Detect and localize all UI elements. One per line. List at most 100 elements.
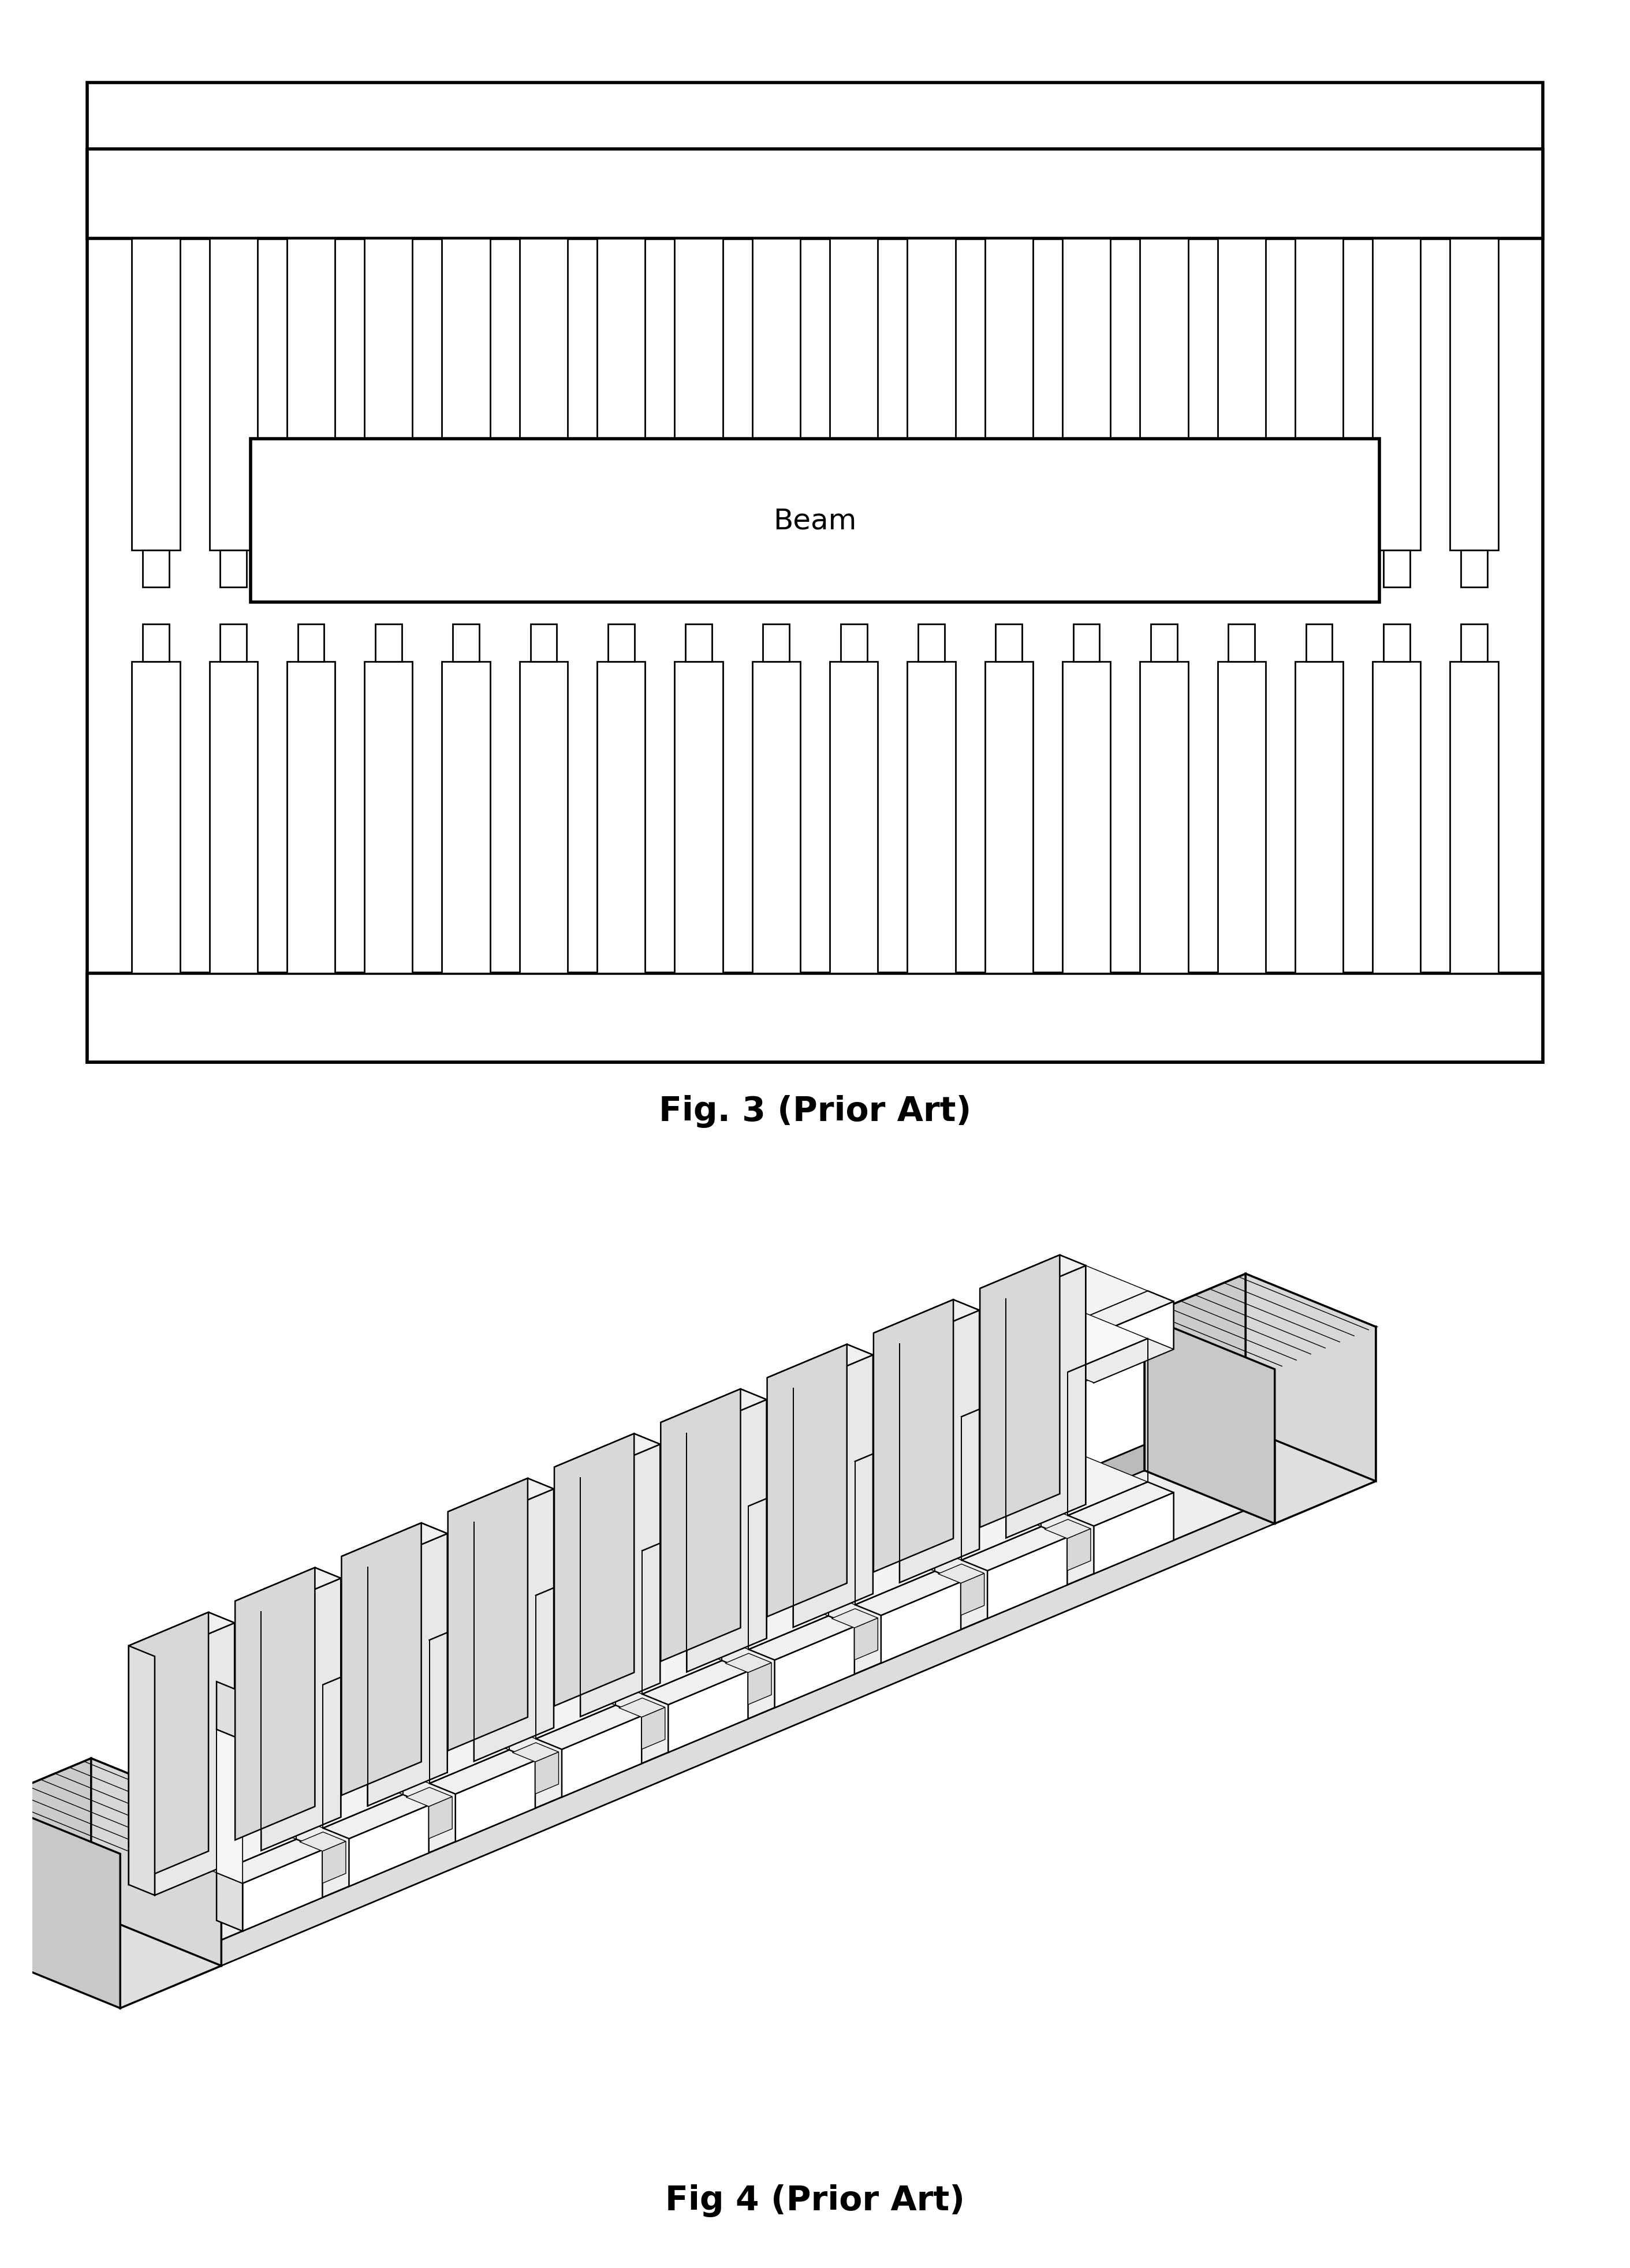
Polygon shape (155, 1814, 297, 1873)
Polygon shape (882, 1390, 960, 1472)
Polygon shape (129, 1647, 155, 1896)
Bar (142, 624, 170, 662)
Polygon shape (562, 1717, 642, 1796)
Bar (1451, 662, 1498, 973)
Bar (841, 551, 867, 587)
Polygon shape (44, 1907, 173, 1987)
Polygon shape (429, 1606, 535, 1651)
Polygon shape (1006, 1456, 1148, 1515)
Polygon shape (455, 1760, 535, 1842)
Polygon shape (1094, 1302, 1174, 1383)
Bar (287, 662, 336, 973)
Polygon shape (856, 1381, 960, 1424)
Polygon shape (1068, 1338, 1174, 1383)
Polygon shape (554, 1433, 660, 1479)
Bar (142, 551, 170, 587)
Polygon shape (406, 1787, 452, 1808)
Polygon shape (243, 1658, 323, 1740)
Polygon shape (1045, 1349, 1090, 1370)
Polygon shape (448, 1479, 554, 1522)
Bar (1063, 238, 1110, 551)
Polygon shape (962, 1336, 1068, 1379)
Bar (830, 662, 879, 973)
Polygon shape (367, 1533, 509, 1592)
Text: Fig 4 (Prior Art): Fig 4 (Prior Art) (665, 2184, 965, 2216)
Polygon shape (768, 1535, 874, 1581)
Bar (88, 150, 1542, 238)
Bar (1294, 662, 1343, 973)
Polygon shape (342, 1524, 421, 1796)
Polygon shape (448, 1669, 554, 1715)
Polygon shape (91, 1758, 222, 1966)
Polygon shape (874, 1490, 980, 1535)
Polygon shape (0, 1758, 91, 1955)
Polygon shape (1144, 1315, 1275, 1524)
Bar (287, 238, 336, 551)
Bar (1229, 551, 1255, 587)
Polygon shape (900, 1311, 1042, 1370)
Polygon shape (794, 1356, 874, 1628)
Bar (1151, 624, 1177, 662)
Polygon shape (882, 1583, 960, 1662)
Bar (530, 551, 557, 587)
Polygon shape (642, 1538, 665, 1567)
Polygon shape (129, 1613, 235, 1656)
Polygon shape (1068, 1481, 1174, 1526)
Bar (686, 624, 712, 662)
Polygon shape (349, 1805, 429, 1887)
Polygon shape (129, 1613, 235, 1656)
Polygon shape (856, 1429, 960, 1472)
Polygon shape (261, 1769, 403, 1828)
Polygon shape (261, 1626, 403, 1685)
Polygon shape (300, 1833, 346, 1851)
Bar (1073, 551, 1100, 587)
Polygon shape (235, 1567, 341, 1613)
Polygon shape (937, 1395, 985, 1413)
Polygon shape (342, 1715, 447, 1758)
Bar (985, 662, 1033, 973)
Bar (597, 662, 645, 973)
Polygon shape (960, 1404, 985, 1433)
Bar (763, 624, 789, 662)
Polygon shape (962, 1383, 1068, 1427)
Bar (908, 238, 955, 551)
Polygon shape (367, 1581, 509, 1640)
Polygon shape (554, 1433, 660, 1479)
Polygon shape (874, 1300, 980, 1345)
Polygon shape (668, 1481, 748, 1560)
Polygon shape (748, 1472, 854, 1517)
Bar (298, 551, 324, 587)
Polygon shape (619, 1699, 665, 1717)
Polygon shape (774, 1626, 854, 1708)
Polygon shape (323, 1794, 429, 1839)
Bar (209, 662, 258, 973)
Polygon shape (323, 1651, 429, 1696)
Bar (209, 238, 258, 551)
Polygon shape (642, 1708, 665, 1749)
Polygon shape (980, 1254, 1086, 1300)
Polygon shape (235, 1567, 315, 1839)
Polygon shape (155, 1624, 235, 1896)
Polygon shape (794, 1404, 934, 1461)
Bar (686, 551, 712, 587)
Polygon shape (988, 1538, 1068, 1619)
Polygon shape (831, 1608, 879, 1628)
Polygon shape (261, 1579, 403, 1637)
Polygon shape (429, 1751, 535, 1794)
Polygon shape (748, 1424, 854, 1470)
Polygon shape (535, 1753, 559, 1794)
Polygon shape (536, 1515, 642, 1558)
Polygon shape (129, 1803, 235, 1848)
Polygon shape (217, 1839, 323, 1882)
Bar (1218, 238, 1265, 551)
Polygon shape (1006, 1266, 1148, 1325)
Bar (597, 238, 645, 551)
Polygon shape (448, 1479, 554, 1522)
Bar (1073, 624, 1100, 662)
Bar (751, 662, 800, 973)
Polygon shape (980, 1254, 1086, 1300)
Polygon shape (660, 1390, 740, 1662)
Polygon shape (580, 1635, 722, 1694)
Polygon shape (406, 1617, 452, 1637)
Bar (751, 238, 800, 551)
